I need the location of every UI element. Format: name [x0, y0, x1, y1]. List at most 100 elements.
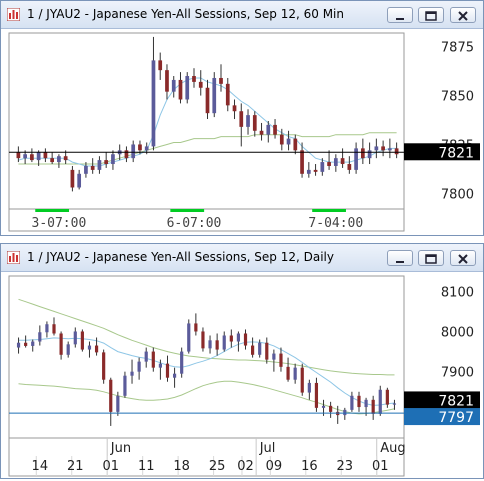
- candle-body: [239, 111, 244, 127]
- candle-body: [306, 169, 311, 174]
- candle-body: [102, 352, 106, 380]
- candle-body: [279, 353, 283, 367]
- candle-body: [340, 158, 345, 165]
- candle-body: [246, 115, 250, 127]
- last-price-label: 7821: [438, 145, 474, 161]
- window-titlebar[interactable]: 1 / JYAU2 - Japanese Yen-All Sessions, S…: [1, 1, 483, 29]
- candle-body: [116, 395, 120, 412]
- candle-body: [201, 331, 205, 349]
- window-title: 1 / JYAU2 - Japanese Yen-All Sessions, S…: [27, 250, 334, 264]
- date-label: 16: [301, 459, 318, 474]
- candle-body: [87, 345, 92, 350]
- candle-body: [360, 148, 365, 159]
- candle-body: [374, 146, 379, 151]
- candle-body: [30, 154, 34, 161]
- candle-body: [144, 146, 149, 151]
- candle-body: [45, 324, 49, 333]
- candle-body: [286, 138, 291, 145]
- close-button[interactable]: [450, 7, 476, 23]
- date-label: 02: [237, 459, 254, 474]
- candle-body: [219, 77, 223, 84]
- month-label: Aug: [380, 441, 405, 456]
- date-label: 14: [32, 459, 49, 474]
- date-label: 18: [173, 459, 190, 474]
- moving-average-slow: [18, 298, 395, 376]
- window-titlebar[interactable]: 1 / JYAU2 - Japanese Yen-All Sessions, S…: [1, 244, 483, 272]
- candle-body: [273, 124, 277, 135]
- candle-body: [90, 165, 95, 170]
- candle-body: [378, 389, 382, 414]
- candle-body: [320, 162, 325, 172]
- candle-body: [388, 148, 392, 151]
- chart-window-daily: 1 / JYAU2 - Japanese Yen-All Sessions, S…: [0, 243, 484, 479]
- time-axis: [8, 437, 405, 477]
- candle-body: [252, 115, 257, 131]
- settle-price-box: [404, 408, 480, 426]
- y-tick-label: 7800: [441, 187, 474, 202]
- candle-body: [137, 361, 141, 372]
- candle-body: [259, 130, 264, 135]
- candle-body: [185, 76, 190, 100]
- candle-body: [357, 395, 361, 408]
- candle-body: [138, 144, 142, 151]
- settle-price-label: 7797: [438, 410, 474, 426]
- candle-body: [333, 158, 338, 166]
- minimize-icon: [396, 261, 404, 263]
- date-label: 09: [266, 459, 283, 474]
- candle-body: [31, 341, 35, 346]
- close-button[interactable]: [450, 250, 476, 266]
- candle-body: [258, 342, 262, 355]
- candle-body: [16, 342, 21, 348]
- restore-icon: [425, 11, 437, 21]
- restore-button[interactable]: [418, 250, 444, 266]
- candle-body: [57, 156, 61, 163]
- minimize-icon: [396, 18, 404, 20]
- y-tick-label: 7875: [441, 41, 474, 56]
- candle-body: [165, 363, 170, 378]
- last-price-box: [404, 143, 480, 161]
- candlestick-chart-60min[interactable]: 7875785078257800 3-07:006-07:007-04:00 7…: [1, 29, 483, 235]
- app-chart-icon: [7, 251, 20, 264]
- candle-body: [165, 70, 169, 92]
- candle-body: [52, 324, 56, 334]
- chart-window-60min: 1 / JYAU2 - Japanese Yen-All Sessions, S…: [0, 0, 484, 236]
- candle-body: [279, 134, 284, 145]
- date-label: 11: [138, 459, 155, 474]
- candlestick-chart-daily[interactable]: 8100 8000 7900 Jun Jul Aug 14 21 01 11 18 25 02 09 16…: [1, 272, 483, 478]
- candle-body: [180, 351, 184, 374]
- candle-body: [347, 164, 352, 170]
- candle-body: [104, 160, 109, 165]
- date-label: 25: [209, 459, 226, 474]
- candle-body: [50, 158, 55, 163]
- candle-body: [151, 60, 156, 147]
- candle-body: [23, 154, 27, 159]
- candle-body: [172, 373, 177, 378]
- candle-body: [158, 363, 162, 368]
- candle-body: [124, 150, 129, 159]
- minimize-button[interactable]: [387, 250, 413, 266]
- candle-body: [313, 169, 318, 172]
- candle-body: [16, 152, 21, 159]
- candle-body: [73, 331, 77, 345]
- candle-body: [286, 366, 290, 380]
- candle-body: [364, 399, 368, 408]
- close-icon: [458, 11, 468, 21]
- candle-body: [123, 375, 127, 396]
- candle-body: [236, 333, 241, 342]
- candle-body: [66, 344, 70, 355]
- candle-body: [97, 160, 102, 170]
- candle-body: [243, 333, 248, 346]
- candle-body: [109, 379, 113, 412]
- candle-body: [208, 340, 212, 349]
- candle-body: [367, 150, 372, 159]
- restore-button[interactable]: [418, 7, 444, 23]
- candle-body: [151, 351, 155, 368]
- y-tick-label: 7850: [441, 90, 474, 105]
- candle-body: [187, 323, 191, 352]
- minimize-button[interactable]: [387, 7, 413, 23]
- candle-body: [70, 169, 75, 188]
- date-label: 21: [67, 459, 84, 474]
- candle-body: [222, 335, 226, 350]
- date-label: 01: [372, 459, 389, 474]
- candle-body: [371, 399, 375, 414]
